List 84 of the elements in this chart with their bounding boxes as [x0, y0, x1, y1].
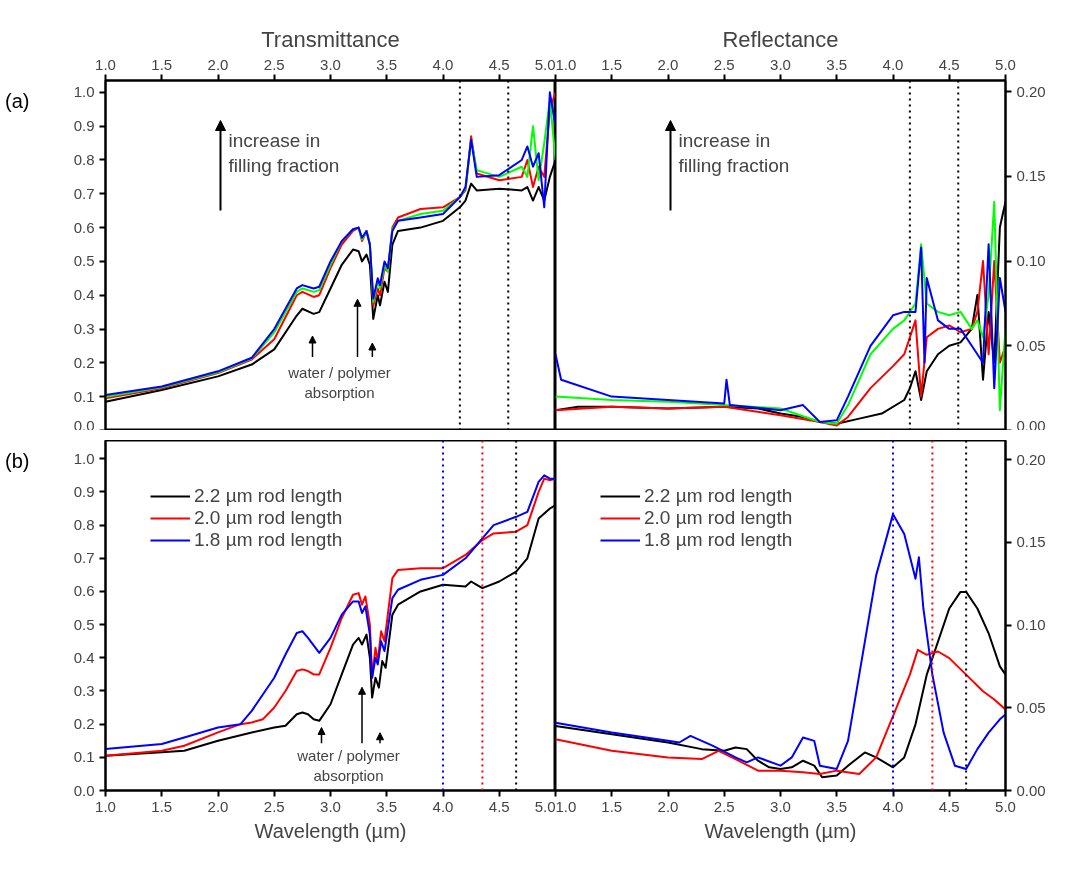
x-tick-label: 3.0 [770, 55, 791, 73]
text: (b) [5, 449, 30, 474]
legend-label: 1.8 µm rod length [194, 529, 343, 551]
y-tick-label: 0.05 [1016, 698, 1046, 716]
y-tick-label: 0.0 [73, 416, 95, 434]
x-tick-label: 1.5 [601, 797, 623, 815]
legend-label: 2.2 µm rod length [644, 485, 793, 507]
y-tick-label: 0.4 [73, 648, 95, 666]
annotation: water / polymer absorption [287, 364, 391, 402]
x-tick-label: 3.5 [376, 55, 398, 73]
y-tick-label: 0.5 [73, 252, 95, 270]
x-tick-label: 4.5 [938, 55, 960, 73]
legend-label: 2.0 µm rod length [644, 507, 793, 529]
y-tick-label: 0.3 [73, 320, 95, 338]
x-tick-label: 2.0 [207, 797, 229, 815]
y-tick-label: 0.0 [73, 781, 95, 799]
x-tick-label: 3.0 [770, 797, 791, 815]
x-tick-label: 2.0 [657, 797, 679, 815]
y-tick-label: 0.6 [73, 218, 95, 236]
x-tick-label: 5.0 [995, 55, 1016, 73]
legend-label: 1.8 µm rod length [644, 529, 793, 551]
legend-label: 2.0 µm rod length [194, 507, 343, 529]
x-tick-label: 4.5 [488, 797, 510, 815]
x-tick-label: 2.0 [657, 55, 679, 73]
y-tick-label: 0.20 [1016, 82, 1046, 100]
y-tick-label: 0.10 [1016, 616, 1046, 634]
y-tick-label: 1.0 [73, 449, 95, 467]
y-tick-label: 0.8 [73, 150, 95, 168]
y-tick-label: 0.8 [73, 516, 95, 534]
y-tick-label: 0.15 [1016, 533, 1046, 551]
x-tick-label: 1.5 [151, 797, 173, 815]
chart-title: Transmittance [261, 26, 400, 52]
text: (a) [5, 89, 30, 114]
x-tick-label: 5.0 [995, 797, 1016, 815]
x-tick-label: 3.5 [376, 797, 398, 815]
chart-title: Reflectance [722, 26, 839, 52]
x-tick-label: 4.0 [882, 797, 904, 815]
y-tick-label: 0.2 [73, 353, 95, 371]
y-tick-label: 0.1 [73, 387, 95, 405]
x-tick-label: 2.0 [207, 55, 229, 73]
y-tick-label: 0.4 [73, 286, 95, 304]
x-tick-label: 1.0 [555, 797, 577, 815]
x-tick-label: 2.5 [713, 797, 735, 815]
x-tick-label: 4.5 [938, 797, 960, 815]
x-tick-label: 4.0 [882, 55, 904, 73]
y-tick-label: 0.7 [73, 184, 95, 202]
y-tick-label: 0.9 [73, 117, 95, 135]
y-tick-label: 0.15 [1016, 167, 1046, 185]
y-tick-label: 0.10 [1016, 252, 1046, 270]
x-axis-title: Wavelength (µm) [704, 819, 857, 842]
annotation: increase in filling fraction [228, 129, 340, 176]
y-tick-label: 0.20 [1016, 450, 1046, 468]
y-tick-label: 0.00 [1016, 781, 1046, 799]
y-tick-label: 0.6 [73, 582, 95, 600]
x-tick-label: 3.0 [320, 55, 341, 73]
x-tick-label: 2.5 [713, 55, 735, 73]
x-tick-label: 4.0 [432, 55, 454, 73]
x-tick-label: 3.5 [826, 55, 848, 73]
x-tick-label: 3.5 [826, 797, 848, 815]
x-tick-label: 1.5 [601, 55, 623, 73]
y-tick-label: 0.9 [73, 482, 95, 500]
annotation: increase in filling fraction [678, 129, 790, 176]
x-tick-label: 4.5 [488, 55, 510, 73]
y-tick-label: 0.2 [73, 715, 95, 733]
x-axis-title: Wavelength (µm) [254, 819, 407, 842]
x-tick-label: 2.5 [263, 797, 285, 815]
y-tick-label: 0.00 [1016, 416, 1046, 434]
x-tick-label: 5.0 [534, 55, 556, 73]
x-tick-label: 2.5 [263, 55, 285, 73]
legend-label: 2.2 µm rod length [194, 485, 343, 507]
x-tick-label: 4.0 [432, 797, 454, 815]
y-tick-label: 0.7 [73, 549, 95, 567]
y-tick-label: 0.5 [73, 615, 95, 633]
y-tick-label: 0.3 [73, 681, 95, 699]
y-tick-label: 0.1 [73, 748, 95, 766]
x-tick-label: 1.5 [151, 55, 173, 73]
y-tick-label: 0.05 [1016, 336, 1046, 354]
x-tick-label: 1.0 [555, 55, 577, 73]
x-tick-label: 1.0 [95, 55, 116, 73]
x-tick-label: 3.0 [320, 797, 341, 815]
y-tick-label: 1.0 [73, 83, 95, 101]
x-tick-label: 1.0 [95, 797, 116, 815]
annotation: water / polymer absorption [296, 746, 400, 785]
x-tick-label: 5.0 [534, 797, 556, 815]
